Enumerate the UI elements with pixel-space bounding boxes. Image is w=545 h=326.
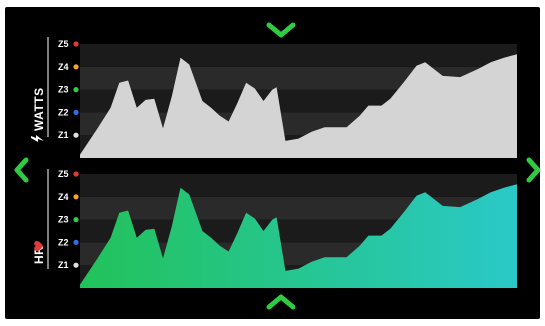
watts-zone-label-z1: Z1 (58, 130, 69, 140)
hr-zone-label-z2: Z2 (58, 237, 69, 247)
watts-zone-dot-z1 (73, 132, 79, 138)
zone-charts-svg: Z1 Z2 Z3 Z4 Z5 WATTS Z1 Z2 Z3 Z4 Z5 HR (14, 22, 540, 310)
watts-label: WATTS (31, 87, 46, 142)
hr-band-z5 (80, 174, 517, 197)
zone-chart-screen: Z1 Z2 Z3 Z4 Z5 WATTS Z1 Z2 Z3 Z4 Z5 HR (5, 7, 540, 319)
chevron-left-icon (14, 157, 29, 183)
watts-band-z5 (80, 44, 517, 67)
hr-panel: Z1 Z2 Z3 Z4 Z5 HR (32, 169, 517, 288)
nav-right-button[interactable] (526, 157, 540, 183)
watts-panel: Z1 Z2 Z3 Z4 Z5 WATTS (31, 37, 517, 158)
hr-zone-dot-z2 (73, 239, 79, 245)
chevron-up-icon (266, 294, 296, 310)
chevron-right-icon (526, 157, 540, 183)
hr-zone-dot-z5 (73, 171, 79, 177)
hr-zone-label-z5: Z5 (58, 169, 69, 179)
watts-zone-labels: Z1 Z2 Z3 Z4 Z5 (58, 39, 79, 140)
hr-zone-label-z1: Z1 (58, 260, 69, 270)
nav-down-button[interactable] (266, 294, 296, 310)
hr-zone-label-z3: Z3 (58, 215, 69, 225)
hr-zone-labels: Z1 Z2 Z3 Z4 Z5 (58, 169, 79, 270)
nav-up-button[interactable] (266, 22, 296, 38)
hr-area (80, 184, 517, 288)
watts-zone-label-z4: Z4 (58, 62, 69, 72)
watts-zone-label-z3: Z3 (58, 85, 69, 95)
hr-zone-label-z4: Z4 (58, 192, 69, 202)
hr-zone-dot-z1 (73, 262, 79, 268)
chevron-down-icon (266, 22, 296, 38)
hr-zone-dot-z4 (73, 194, 79, 200)
watts-zone-label-z5: Z5 (58, 39, 69, 49)
watts-zone-dot-z3 (73, 87, 79, 93)
nav-left-button[interactable] (14, 157, 29, 183)
heart-icon (34, 241, 43, 251)
watts-area (80, 54, 517, 158)
lightning-bolt-icon (31, 135, 44, 142)
watts-zone-label-z2: Z2 (58, 107, 69, 117)
watts-label-text: WATTS (32, 87, 46, 131)
watts-zone-dot-z4 (73, 64, 79, 70)
watts-zone-dot-z5 (73, 41, 79, 47)
hr-label: HR (32, 241, 46, 264)
watts-zone-dot-z2 (73, 109, 79, 115)
hr-zone-dot-z3 (73, 217, 79, 223)
